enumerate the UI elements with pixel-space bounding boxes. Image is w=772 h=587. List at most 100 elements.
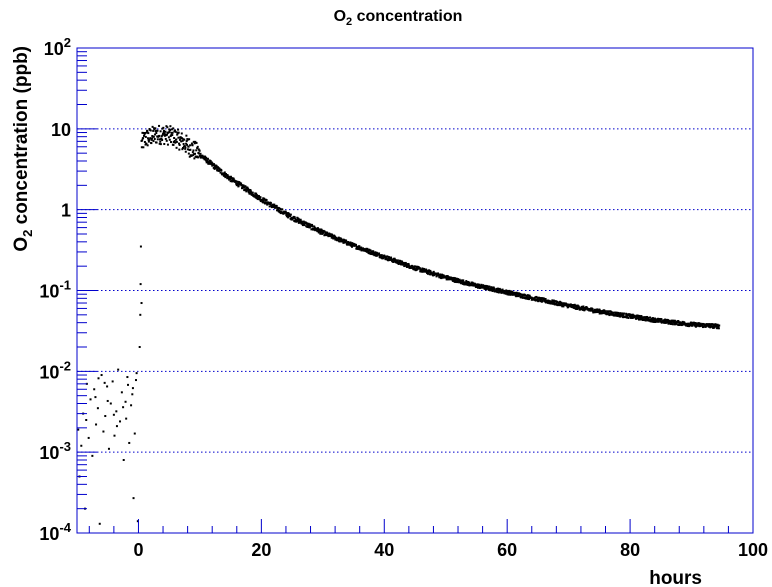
data-point: [598, 312, 601, 315]
data-point: [476, 286, 479, 289]
data-point: [716, 323, 719, 326]
data-point: [178, 142, 181, 145]
data-point: [563, 302, 566, 305]
data-point: [91, 454, 94, 457]
data-point: [180, 140, 183, 143]
data-point: [159, 140, 162, 143]
data-point: [441, 274, 444, 277]
data-point: [439, 273, 442, 276]
data-point: [122, 406, 125, 409]
data-point: [626, 316, 629, 319]
data-point: [251, 191, 254, 194]
data-point: [508, 289, 511, 292]
data-point: [183, 145, 186, 148]
data-point: [150, 138, 153, 141]
data-point: [237, 183, 240, 186]
data-point: [289, 213, 292, 216]
data-point: [146, 144, 149, 147]
data-point: [510, 293, 513, 296]
data-point: [500, 289, 503, 292]
data-point: [588, 309, 591, 312]
data-point: [374, 251, 377, 254]
data-point: [368, 251, 371, 254]
data-point: [710, 325, 713, 328]
data-point: [459, 279, 462, 282]
data-point: [186, 148, 189, 151]
data-point: [676, 321, 679, 324]
data-point: [97, 377, 100, 380]
data-point: [654, 321, 657, 324]
data-point: [246, 186, 249, 189]
data-point: [642, 316, 645, 319]
data-point: [277, 206, 280, 209]
data-point: [249, 189, 252, 192]
data-point: [226, 174, 229, 177]
data-point: [286, 213, 289, 216]
data-point: [257, 194, 260, 197]
data-point: [144, 132, 147, 135]
data-point: [212, 166, 215, 169]
data-point: [173, 137, 176, 140]
data-point: [177, 136, 180, 139]
y-tick-label: 102: [44, 35, 71, 59]
data-point: [301, 224, 304, 227]
data-point: [440, 277, 443, 280]
data-point: [237, 185, 240, 188]
data-point: [627, 316, 630, 319]
data-point: [153, 138, 156, 141]
data-point: [355, 243, 358, 246]
data-point: [127, 383, 130, 386]
data-point: [193, 142, 196, 145]
data-point: [334, 235, 337, 238]
data-point: [185, 134, 188, 137]
data-point: [673, 323, 676, 326]
data-point: [629, 314, 632, 317]
data-point: [158, 142, 161, 145]
data-point: [225, 173, 228, 176]
data-point: [538, 297, 541, 300]
data-point: [699, 322, 702, 325]
data-point: [115, 425, 118, 428]
data-point: [408, 265, 411, 268]
data-point: [411, 265, 414, 268]
data-point: [93, 388, 96, 391]
data-point: [702, 323, 705, 326]
data-point: [189, 144, 192, 147]
data-point: [675, 322, 678, 325]
data-point: [349, 241, 352, 244]
data-point: [96, 407, 99, 410]
data-point: [165, 125, 168, 128]
data-point: [415, 266, 418, 269]
data-point: [567, 305, 570, 308]
data-point: [133, 432, 136, 435]
data-point: [229, 178, 232, 181]
data-point: [132, 497, 135, 500]
data-point: [161, 133, 164, 136]
data-point: [256, 195, 259, 198]
data-point: [206, 157, 209, 160]
data-point: [557, 301, 560, 304]
data-point: [657, 320, 660, 323]
data-point: [433, 274, 436, 277]
data-point: [230, 177, 233, 180]
data-point: [605, 311, 608, 314]
data-point: [323, 230, 326, 233]
data-point: [269, 202, 272, 205]
data-point: [100, 374, 103, 377]
data-point: [507, 292, 510, 295]
data-point: [228, 178, 231, 181]
data-point: [152, 135, 155, 138]
data-point: [130, 404, 133, 407]
data-point: [152, 140, 155, 143]
data-point: [718, 324, 721, 327]
data-point: [210, 161, 213, 164]
data-point: [258, 197, 261, 200]
data-point: [621, 312, 624, 315]
data-point: [238, 181, 241, 184]
data-point: [145, 131, 148, 134]
data-point: [170, 141, 173, 144]
data-point: [164, 130, 167, 133]
data-point: [432, 270, 435, 273]
data-point: [289, 215, 292, 218]
data-point: [158, 134, 161, 137]
